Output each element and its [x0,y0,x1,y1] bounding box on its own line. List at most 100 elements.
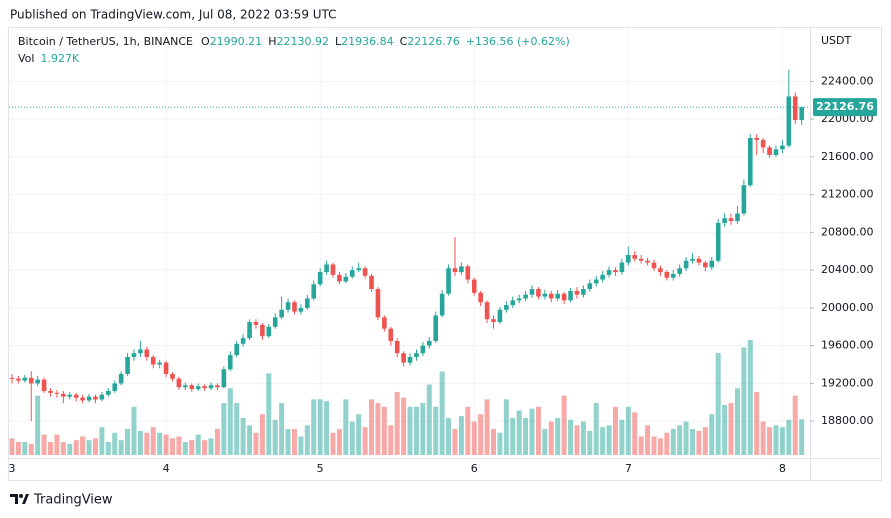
volume-bar [214,429,220,455]
volume-bar [407,406,413,455]
volume-bar [728,403,734,455]
candle-body [279,309,284,318]
volume-bar [330,432,336,455]
candle-body [35,379,40,384]
candle-body [22,377,28,381]
candle-body [144,349,150,357]
candle-body [420,345,426,354]
candle-body [792,96,798,121]
volume-bar [690,429,696,455]
volume-bar [523,417,529,455]
candle-body [741,185,747,214]
candle-body [106,390,111,395]
ohlc-value: 21936.84 [341,35,394,48]
volume-bar [80,436,86,455]
volume-bar [548,421,554,455]
volume-bar [779,427,785,455]
candle-body [163,362,169,374]
volume-bar [741,347,747,455]
candle-body [227,355,233,370]
y-tick-label: 19600.00 [821,339,874,352]
candle-body [664,272,670,278]
candle-body [471,279,477,293]
candle-body [767,147,772,155]
candle-body [690,258,695,261]
volume-bars [9,340,805,455]
candle-body [394,340,400,354]
volume-bar [702,427,708,455]
candle-body [433,315,439,341]
candle-body [343,276,349,282]
volume-bar [657,438,663,455]
volume-bar [632,412,638,455]
volume-bar [651,436,657,455]
volume-bar [491,429,496,455]
candle-body [677,268,682,274]
volume-bar [266,373,272,455]
candle-body [253,322,259,325]
volume-bar [709,414,715,455]
candle-body [48,390,53,393]
candle-body [375,289,381,318]
candle-body [459,266,464,273]
volume-bar [137,430,143,455]
volume-bar [92,438,98,455]
volume-bar [580,421,586,455]
candle-body [202,386,207,389]
volume-bar [67,443,73,455]
candle-body [613,270,618,273]
price-change: +136.56 (+0.62%) [466,35,570,48]
candle-body [683,260,689,269]
ohlc-value: 22126.76 [407,35,460,48]
candle-body [439,293,445,316]
candle-body [382,317,387,329]
candle-body [497,309,503,323]
volume-bar [202,440,208,455]
volume-bar [471,421,477,455]
x-tick-label: 7 [625,462,632,475]
volume-bar [22,442,28,455]
candle-body [67,394,73,397]
candle-body [285,302,291,310]
volume-bar [394,391,400,455]
volume-bar [670,429,676,455]
volume-bar [369,399,375,455]
candle-body [99,394,105,400]
volume-bar [754,391,760,455]
candle-body [658,268,663,273]
volume-bar [433,406,439,455]
candle-body [16,378,21,381]
volume-bar [478,414,484,455]
candle-body [240,338,246,344]
volume-bar [484,399,490,455]
last-price-tag [813,98,877,117]
candle-body [292,302,297,312]
volume-bar [388,425,394,455]
candle-body [61,393,66,397]
candle-body [234,343,239,356]
volume-bar [426,384,432,455]
candle-body [311,284,317,299]
volume-bar [125,429,131,455]
candle-body [427,340,432,346]
volume-bar [41,434,47,455]
volume-bar [311,399,317,455]
candle-body [337,274,342,282]
volume-bar [189,440,195,455]
candle-body [780,145,785,150]
ohlc-value: 22130.92 [276,35,329,48]
candle-body [170,373,175,379]
candle-body [465,266,471,280]
grid [9,28,810,458]
volume-bar [683,421,689,455]
candle-body [568,290,573,301]
candle-body [638,258,644,261]
volume-bar [272,419,278,455]
volume-bar [118,440,124,455]
volume-bar [664,432,670,455]
volume-header: Vol 1.927K [18,52,80,65]
candle-body [86,396,92,401]
candle-body [510,300,516,306]
candle-body [581,289,586,295]
